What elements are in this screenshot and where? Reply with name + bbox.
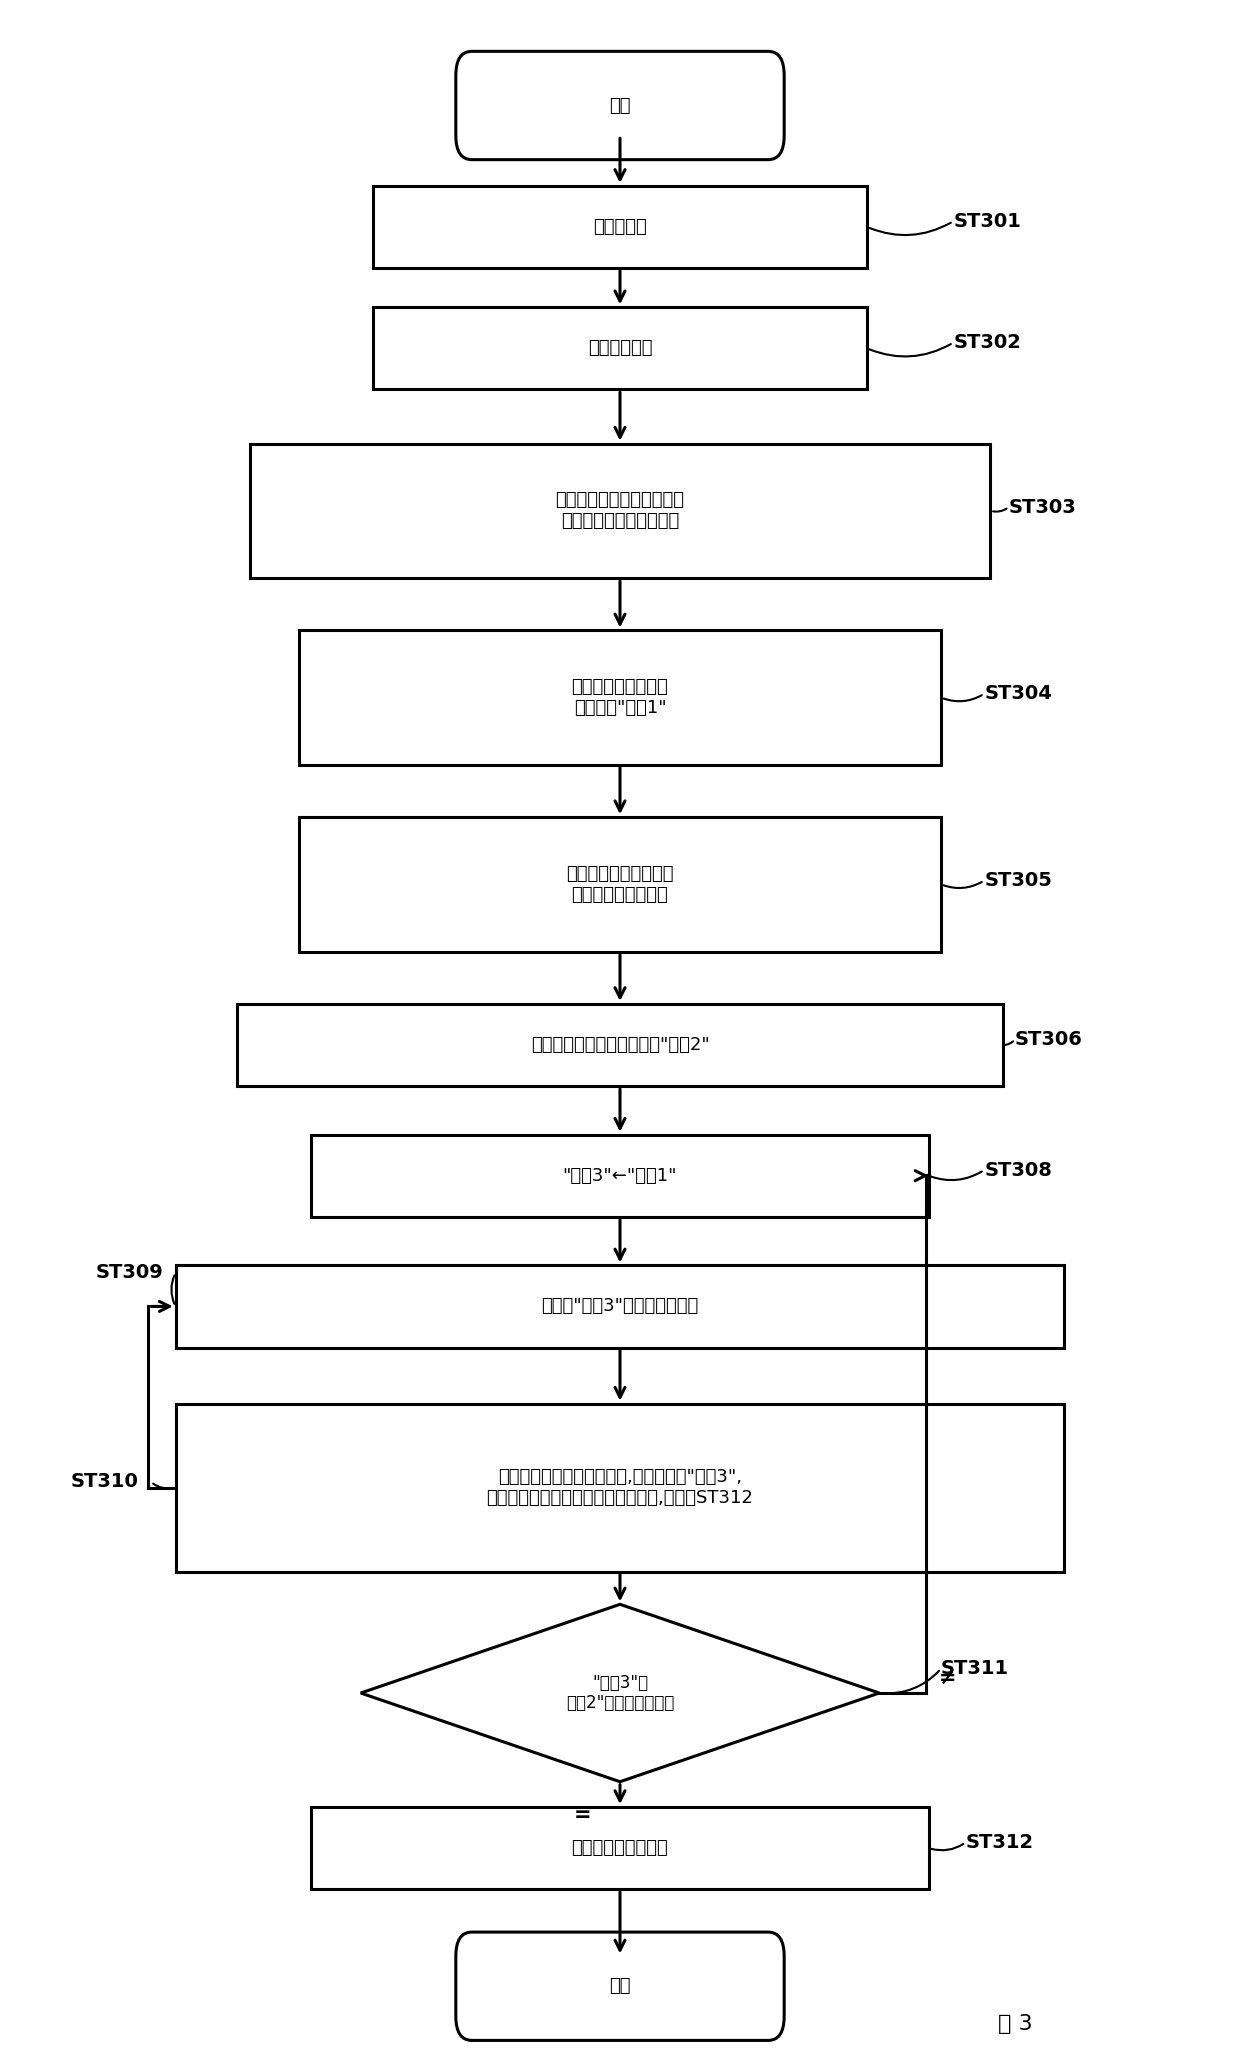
Bar <box>299 818 941 952</box>
Text: 取出与"地点3"对应的指标数据: 取出与"地点3"对应的指标数据 <box>542 1298 698 1316</box>
FancyBboxPatch shape <box>456 1932 784 2039</box>
Text: 读入路径探索用指标数据及
路径探索用道路网络数据: 读入路径探索用指标数据及 路径探索用道路网络数据 <box>556 492 684 529</box>
Bar <box>237 1003 1003 1086</box>
Bar <box>373 185 867 268</box>
FancyBboxPatch shape <box>456 52 784 161</box>
Text: 选出可到达的点的指标数据,将该点作为"地点3",
如果从所有的道路都不能到达目的地,则移至ST312: 选出可到达的点的指标数据,将该点作为"地点3", 如果从所有的道路都不能到达目的… <box>486 1469 754 1508</box>
Text: ≠: ≠ <box>939 1669 956 1687</box>
Text: 图 3: 图 3 <box>998 2013 1033 2033</box>
Text: ST303: ST303 <box>1009 499 1076 517</box>
Text: ST306: ST306 <box>1016 1030 1083 1049</box>
Text: 现在位置取得: 现在位置取得 <box>588 340 652 356</box>
Text: ST310: ST310 <box>71 1473 139 1491</box>
Bar <box>299 630 941 764</box>
Text: ST302: ST302 <box>954 334 1022 352</box>
Text: ST308: ST308 <box>985 1160 1052 1180</box>
Bar <box>311 1135 929 1217</box>
Bar <box>176 1265 1064 1347</box>
Text: =: = <box>574 1805 591 1825</box>
Text: ST312: ST312 <box>966 1833 1034 1852</box>
Text: ST305: ST305 <box>985 871 1052 890</box>
Text: ST301: ST301 <box>954 212 1022 231</box>
Bar <box>373 307 867 389</box>
Bar <box>249 443 991 579</box>
Text: 停止: 停止 <box>609 1978 631 1996</box>
Text: 求距离目的地最近的点作为"地点2": 求距离目的地最近的点作为"地点2" <box>531 1036 709 1055</box>
Bar <box>311 1807 929 1889</box>
Text: "地点3"与
地点2"是否是同一地点: "地点3"与 地点2"是否是同一地点 <box>565 1673 675 1712</box>
Text: 由显示装置提示路径: 由显示装置提示路径 <box>572 1840 668 1856</box>
Text: 求距离现在位置最近
的点作为"地点1": 求距离现在位置最近 的点作为"地点1" <box>572 678 668 717</box>
Text: 目的地设定: 目的地设定 <box>593 218 647 237</box>
Text: ST304: ST304 <box>985 684 1052 702</box>
Polygon shape <box>361 1605 879 1782</box>
Text: ST309: ST309 <box>95 1263 164 1281</box>
Bar <box>176 1403 1064 1572</box>
Text: ST311: ST311 <box>941 1658 1009 1679</box>
Text: "地点3"←"地点1": "地点3"←"地点1" <box>563 1166 677 1184</box>
Text: 开始: 开始 <box>609 97 631 115</box>
Text: 读入目的地一侧的路径
探索用道路网络数据: 读入目的地一侧的路径 探索用道路网络数据 <box>567 865 673 904</box>
